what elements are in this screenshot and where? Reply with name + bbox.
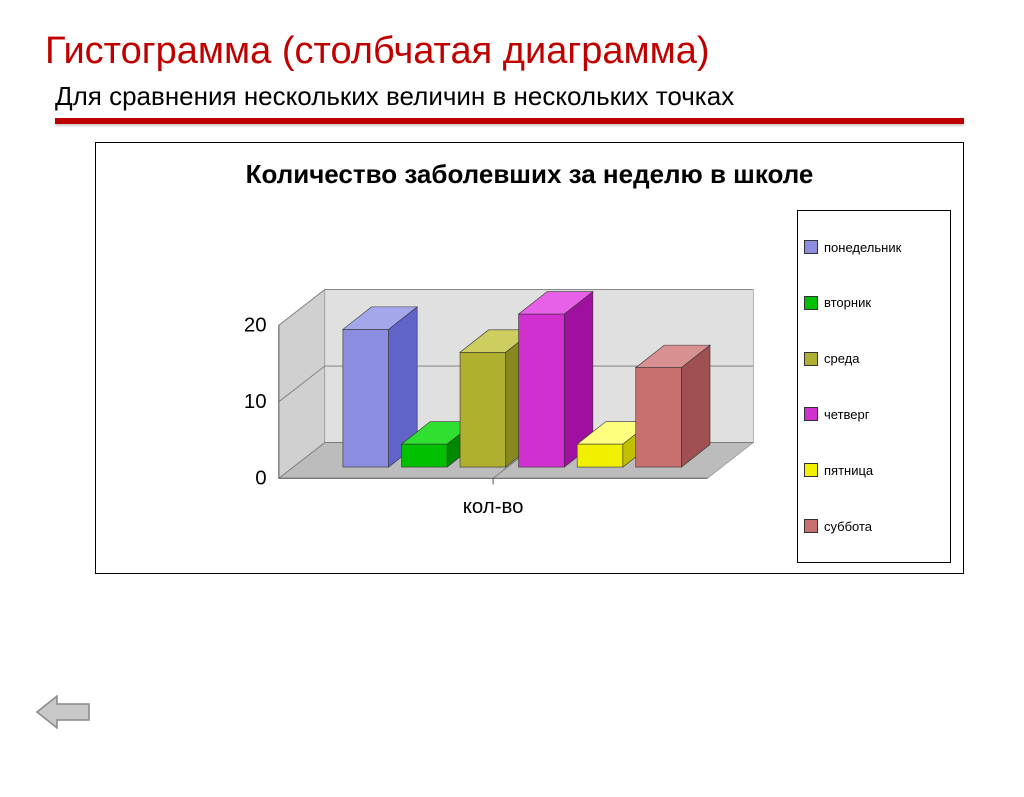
slide-title: Гистограмма (столбчатая диаграмма) xyxy=(45,30,1024,73)
title-underline xyxy=(55,118,964,124)
legend-label: среда xyxy=(824,351,860,366)
legend-item: среда xyxy=(804,351,944,366)
legend-item: вторник xyxy=(804,295,944,310)
legend-item: пятница xyxy=(804,463,944,478)
legend-swatch xyxy=(804,352,818,366)
slide-subtitle: Для сравнения нескольких величин в неско… xyxy=(55,81,1024,112)
svg-text:20: 20 xyxy=(244,314,267,336)
legend-swatch xyxy=(804,519,818,533)
legend-label: пятница xyxy=(824,463,873,478)
svg-text:0: 0 xyxy=(255,467,266,489)
chart-title: Количество заболевших за неделю в школе xyxy=(136,157,923,192)
chart-container: Количество заболевших за неделю в школе … xyxy=(95,142,964,574)
legend-swatch xyxy=(804,240,818,254)
legend-swatch xyxy=(804,407,818,421)
back-arrow-button[interactable] xyxy=(35,692,95,737)
legend-label: суббота xyxy=(824,519,872,534)
legend-label: понедельник xyxy=(824,240,901,255)
legend-item: суббота xyxy=(804,519,944,534)
legend-item: понедельник xyxy=(804,240,944,255)
svg-text:10: 10 xyxy=(244,391,267,413)
legend-label: четверг xyxy=(824,407,870,422)
legend-swatch xyxy=(804,463,818,477)
legend-swatch xyxy=(804,296,818,310)
plot-area: 0 10 20 кол-во xyxy=(136,210,789,563)
chart-legend: понедельник вторник среда четверг пятница суб… xyxy=(797,210,951,563)
legend-item: четверг xyxy=(804,407,944,422)
legend-label: вторник xyxy=(824,295,871,310)
chart-body: 0 10 20 кол-во понедельник вторник среда четве… xyxy=(96,200,963,573)
svg-text:кол-во: кол-во xyxy=(463,496,524,518)
